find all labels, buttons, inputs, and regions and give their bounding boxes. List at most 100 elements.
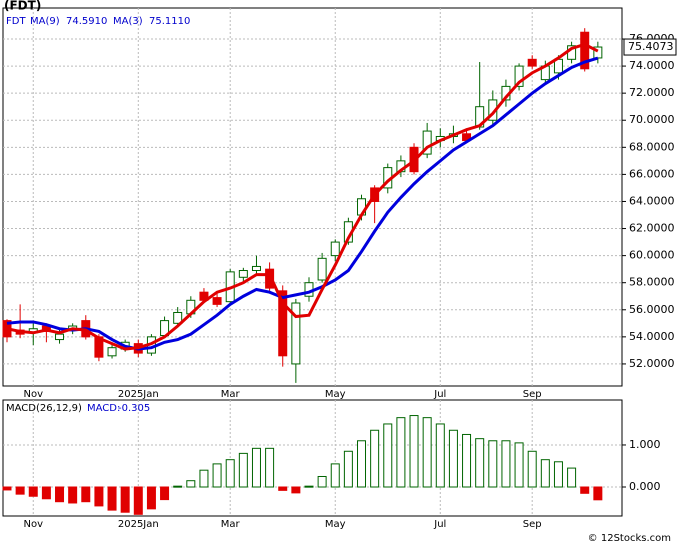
candle-body	[278, 290, 288, 357]
y-tick-label: 0.000	[629, 480, 661, 493]
y-tick-label: 72.0000	[629, 86, 675, 99]
macd-bar	[28, 486, 38, 497]
x-tick-label: Sep	[523, 519, 542, 530]
y-tick-label: 74.0000	[629, 59, 675, 72]
legend-name: MA(9)	[30, 16, 60, 27]
macd-bar	[396, 417, 406, 488]
macd-bar	[514, 442, 524, 488]
macd-bar	[133, 486, 143, 515]
x-tick-label: May	[325, 519, 346, 530]
macd-bar	[225, 459, 235, 488]
x-tick-label: May	[325, 389, 346, 400]
macd-bar	[15, 486, 25, 495]
y-tick-label: 52.0000	[629, 357, 675, 370]
macd-bar	[501, 440, 511, 488]
macd-bar	[383, 423, 393, 488]
y-tick-label: 58.0000	[629, 276, 675, 289]
x-tick-label: 2025Jan	[118, 519, 159, 530]
x-tick-label: Jul	[433, 519, 446, 530]
y-tick-label: 70.0000	[629, 113, 675, 126]
legend-name: MA(3)	[113, 16, 143, 27]
macd-title: MACD(26,12,9)	[6, 403, 82, 414]
macd-bar	[527, 450, 537, 488]
macd-bar	[580, 486, 590, 494]
y-tick-label: 66.0000	[629, 167, 675, 180]
macd-bar	[146, 486, 156, 510]
candle-body	[291, 302, 301, 365]
x-tick-label: Mar	[221, 519, 241, 530]
candle-body	[265, 268, 275, 289]
candle-body	[580, 31, 590, 70]
ma-line	[6, 42, 599, 351]
x-tick-label: Mar	[221, 389, 241, 400]
y-tick-label: 56.0000	[629, 303, 675, 316]
macd-bar	[488, 440, 498, 488]
macd-label: MACD:	[87, 403, 120, 414]
macd-bar	[186, 480, 196, 488]
macd-bar	[475, 438, 485, 488]
macd-bar	[462, 433, 472, 488]
macd-bar	[593, 486, 603, 501]
y-tick-label: 68.0000	[629, 140, 675, 153]
macd-bar	[199, 469, 209, 488]
macd-bar	[540, 459, 550, 488]
macd-bar	[55, 486, 65, 503]
legend-value: 75.1110	[149, 16, 190, 27]
macd-bar	[304, 485, 314, 488]
candle-body	[173, 311, 183, 324]
candle-body	[251, 265, 261, 272]
macd-panel	[2, 399, 623, 517]
candle-body	[317, 257, 327, 281]
candle-body	[212, 297, 222, 305]
macd-bar	[448, 429, 458, 488]
macd-bar	[160, 486, 170, 501]
candle-body	[330, 241, 340, 257]
x-tick-label: Sep	[523, 389, 542, 400]
macd-bar	[435, 423, 445, 488]
macd-bar	[2, 486, 12, 491]
macd-bar	[68, 486, 78, 504]
macd-bar	[41, 486, 51, 500]
x-tick-label: Nov	[23, 389, 43, 400]
macd-bar	[422, 417, 432, 488]
candle-body	[514, 65, 524, 87]
macd-bar	[553, 461, 563, 488]
price-panel	[2, 7, 623, 387]
y-tick-label: 64.0000	[629, 194, 675, 207]
macd-bar	[173, 485, 183, 488]
last-price: 75.4073	[628, 40, 674, 53]
candle-body	[593, 46, 603, 59]
x-tick-label: 2025Jan	[118, 389, 159, 400]
macd-bar	[409, 415, 419, 488]
macd-bar	[370, 429, 380, 488]
y-tick-label: 60.0000	[629, 249, 675, 262]
legend-ticker: FDT	[6, 16, 26, 27]
x-tick-label: Nov	[23, 519, 43, 530]
y-tick-label: 54.0000	[629, 330, 675, 343]
macd-value: -0.305	[118, 403, 150, 414]
macd-bar	[343, 450, 353, 488]
macd-bar	[251, 447, 261, 488]
y-tick-label: 1.000	[629, 438, 661, 451]
macd-bar	[107, 486, 117, 511]
macd-bar	[317, 475, 327, 488]
ma-line	[6, 56, 599, 351]
candle-body	[55, 333, 65, 341]
macd-bar	[212, 463, 222, 488]
footer: © 12Stocks.com	[588, 533, 671, 544]
candle-body	[527, 58, 537, 67]
macd-bar	[278, 486, 288, 491]
macd-bar	[265, 447, 275, 488]
y-tick-label: 62.0000	[629, 222, 675, 235]
macd-bar	[567, 467, 577, 488]
macd-bar	[81, 486, 91, 503]
candle-body	[238, 270, 248, 278]
last-price-box	[623, 38, 677, 56]
macd-bar	[291, 486, 301, 494]
macd-bar	[357, 440, 367, 488]
x-tick-label: Jul	[433, 389, 446, 400]
macd-bar	[120, 486, 130, 513]
chart-title: (FDT)	[4, 0, 41, 13]
